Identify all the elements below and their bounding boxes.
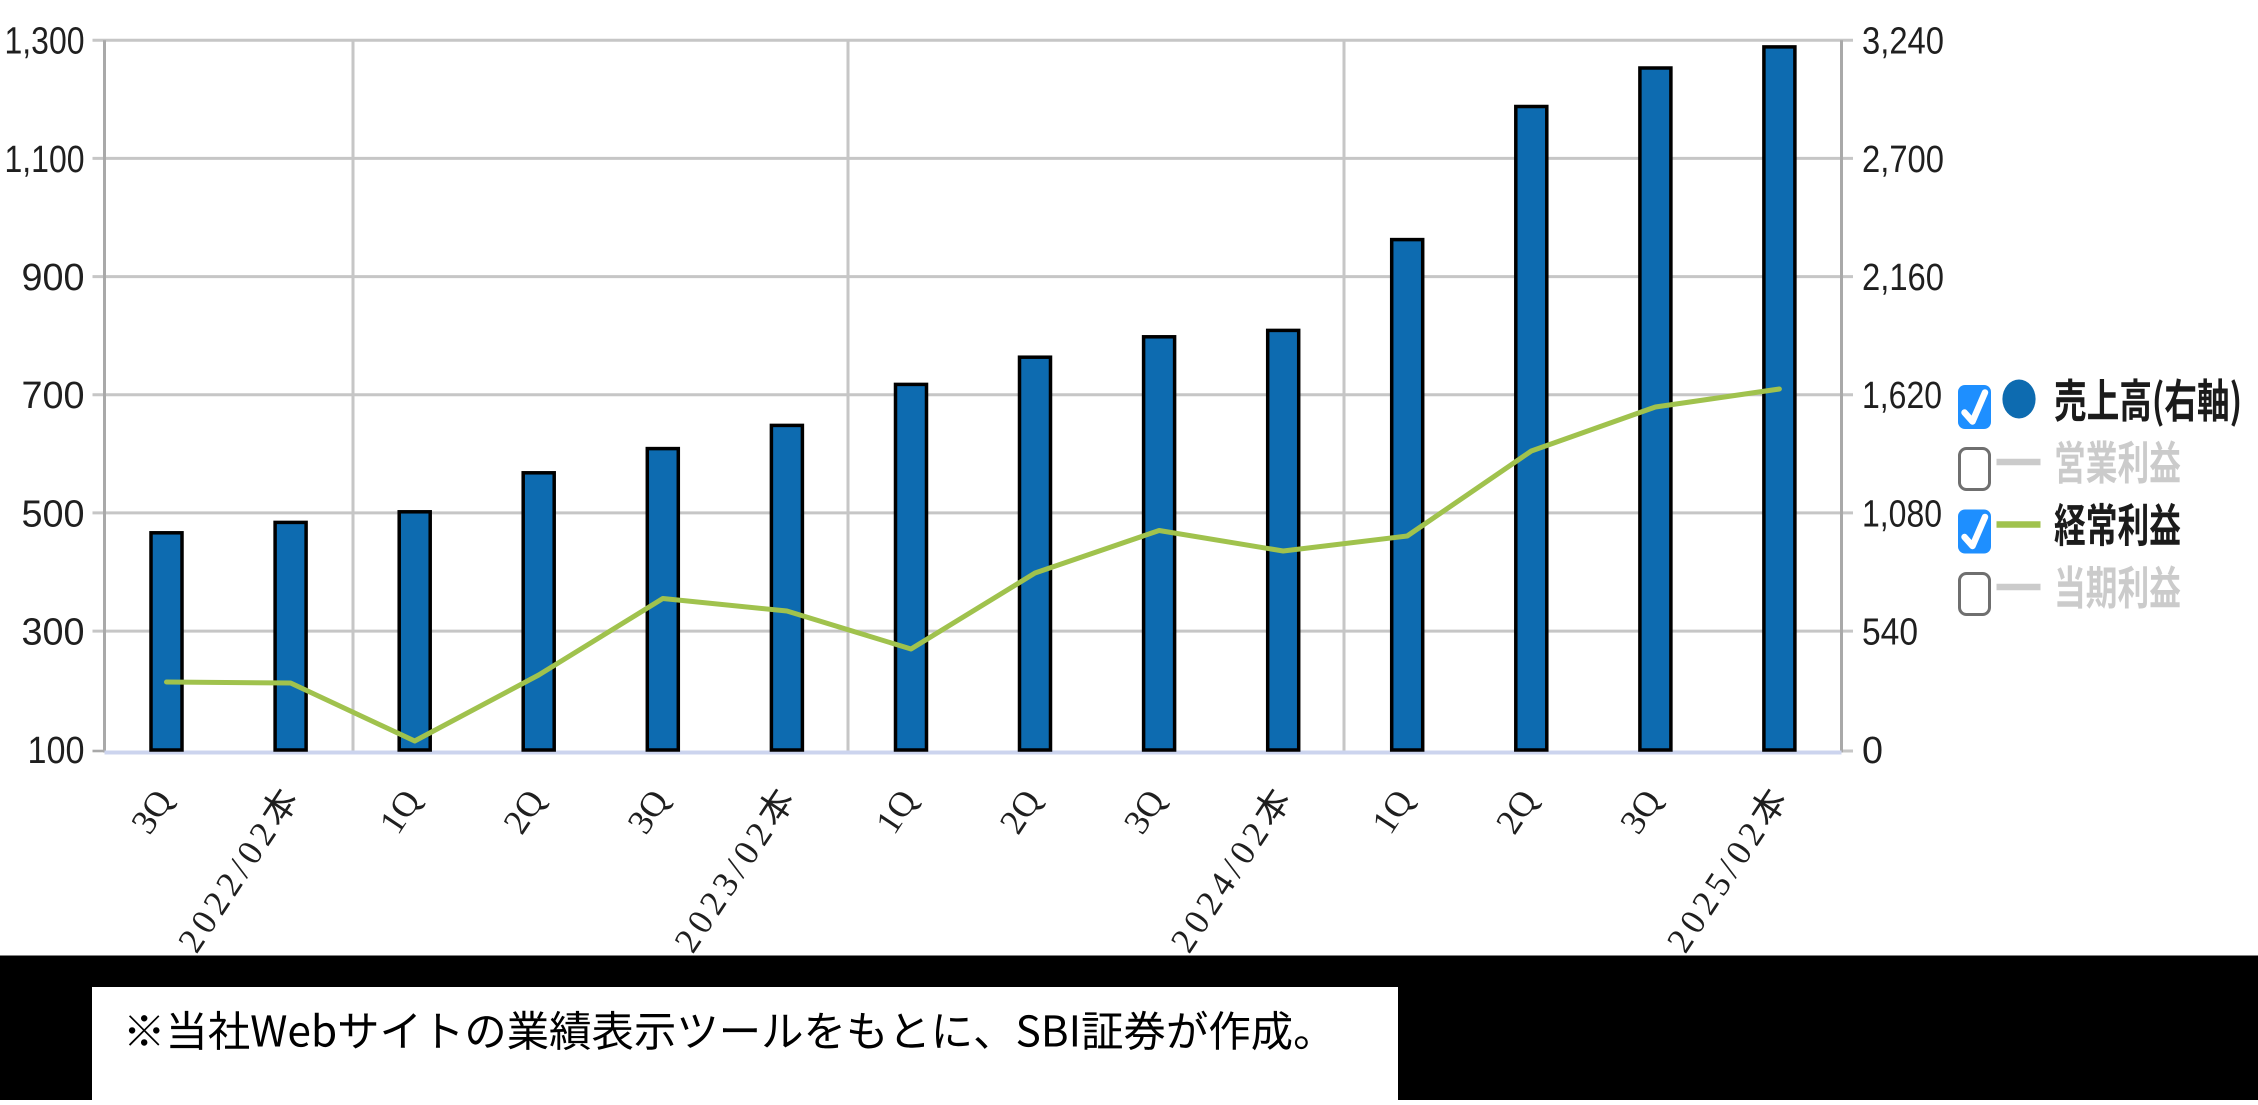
svg-text:1,100: 1,100 — [5, 139, 85, 181]
svg-text:2,160: 2,160 — [1862, 257, 1944, 299]
svg-text:1,300: 1,300 — [5, 21, 85, 63]
svg-text:700: 700 — [22, 375, 85, 417]
svg-text:300: 300 — [22, 612, 85, 654]
svg-text:3,240: 3,240 — [1862, 21, 1944, 63]
svg-text:1,620: 1,620 — [1862, 375, 1942, 417]
svg-text:2,700: 2,700 — [1862, 139, 1944, 181]
svg-text:900: 900 — [22, 257, 85, 299]
svg-text:0: 0 — [1862, 730, 1883, 772]
svg-text:100: 100 — [28, 730, 85, 772]
svg-text:1,080: 1,080 — [1862, 493, 1942, 535]
svg-text:500: 500 — [22, 493, 85, 535]
svg-text:540: 540 — [1862, 612, 1918, 654]
